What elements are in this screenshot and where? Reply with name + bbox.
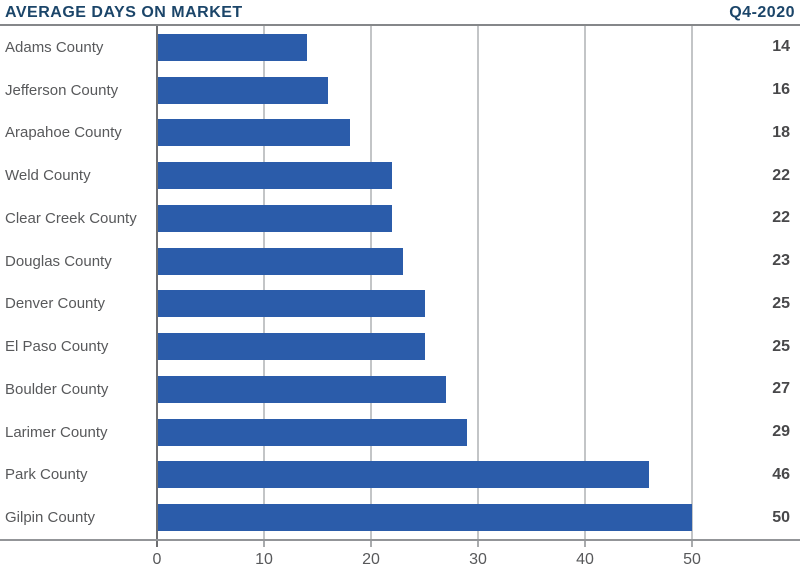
- chart-row: Denver County 25: [0, 283, 800, 326]
- x-tick-label: 30: [469, 551, 487, 568]
- gridline: [477, 26, 479, 539]
- chart-row: Boulder County 27: [0, 368, 800, 411]
- chart-row: Jefferson County 16: [0, 69, 800, 112]
- category-label: Denver County: [5, 295, 106, 313]
- gridline: [370, 26, 372, 539]
- x-tick-label: 10: [255, 551, 273, 568]
- category-label: Arapahoe County: [5, 124, 122, 142]
- category-label: Gilpin County: [5, 509, 96, 527]
- bar: [157, 504, 692, 532]
- bar: [157, 418, 468, 446]
- value-label: 14: [772, 38, 790, 56]
- category-label: Douglas County: [5, 252, 112, 270]
- chart-row: Weld County 22: [0, 154, 800, 197]
- value-label: 18: [772, 123, 790, 141]
- gridline: [691, 26, 693, 539]
- bar: [157, 375, 446, 403]
- plot-area: Adams County 14 Jefferson County 16 Arap…: [0, 26, 800, 539]
- category-label: Park County: [5, 466, 88, 484]
- x-tick-label: 40: [576, 551, 594, 568]
- bar: [157, 33, 307, 61]
- bar: [157, 119, 350, 147]
- value-label: 27: [772, 380, 790, 398]
- category-label: Larimer County: [5, 423, 108, 441]
- chart-period: Q4-2020: [729, 4, 795, 21]
- bar: [157, 247, 404, 275]
- y-axis-line: [156, 26, 158, 539]
- bar: [157, 204, 393, 232]
- chart-row: Gilpin County 50: [0, 496, 800, 539]
- category-label: Jefferson County: [5, 81, 119, 99]
- value-label: 22: [772, 209, 790, 227]
- bar: [157, 162, 393, 190]
- value-label: 22: [772, 166, 790, 184]
- category-label: Clear Creek County: [5, 209, 137, 227]
- bar: [157, 461, 650, 489]
- chart-row: El Paso County 25: [0, 325, 800, 368]
- x-axis: 0 10 20 30 40 50: [0, 539, 800, 580]
- gridline: [263, 26, 265, 539]
- value-label: 23: [772, 252, 790, 270]
- x-tick-label: 20: [362, 551, 380, 568]
- x-tick-mark: [370, 541, 372, 547]
- chart-header: AVERAGE DAYS ON MARKET Q4-2020: [0, 0, 800, 26]
- gridline: [584, 26, 586, 539]
- x-tick-label: 0: [152, 551, 162, 568]
- bar: [157, 333, 425, 361]
- chart-row: Douglas County 23: [0, 240, 800, 283]
- value-label: 16: [772, 81, 790, 99]
- chart-title: AVERAGE DAYS ON MARKET: [5, 4, 243, 21]
- category-label: Adams County: [5, 38, 104, 56]
- chart-row: Arapahoe County 18: [0, 112, 800, 155]
- value-label: 46: [772, 465, 790, 483]
- chart-row: Clear Creek County 22: [0, 197, 800, 240]
- category-label: Boulder County: [5, 380, 109, 398]
- category-label: El Paso County: [5, 338, 109, 356]
- x-tick-mark: [477, 541, 479, 547]
- chart-row: Park County 46: [0, 454, 800, 497]
- x-tick-mark: [584, 541, 586, 547]
- chart-row: Larimer County 29: [0, 411, 800, 454]
- value-label: 25: [772, 294, 790, 312]
- value-label: 29: [772, 423, 790, 441]
- category-label: Weld County: [5, 167, 91, 185]
- x-tick-mark: [263, 541, 265, 547]
- x-tick-mark: [156, 541, 158, 547]
- value-label: 25: [772, 337, 790, 355]
- chart-row: Adams County 14: [0, 26, 800, 69]
- bar: [157, 76, 329, 104]
- value-label: 50: [772, 508, 790, 526]
- x-tick-label: 50: [683, 551, 701, 568]
- bar: [157, 290, 425, 318]
- x-tick-mark: [691, 541, 693, 547]
